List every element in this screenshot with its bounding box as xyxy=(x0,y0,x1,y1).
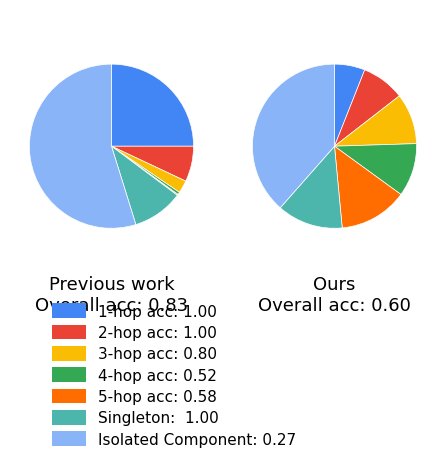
Wedge shape xyxy=(112,147,179,195)
Wedge shape xyxy=(334,71,399,147)
Wedge shape xyxy=(112,147,194,182)
Wedge shape xyxy=(112,147,186,193)
Wedge shape xyxy=(112,65,194,147)
Text: Previous work
Overall acc: 0.83: Previous work Overall acc: 0.83 xyxy=(35,275,188,314)
Wedge shape xyxy=(280,147,342,229)
Wedge shape xyxy=(334,65,365,147)
Wedge shape xyxy=(334,147,401,229)
Wedge shape xyxy=(29,65,136,229)
Text: Ours
Overall acc: 0.60: Ours Overall acc: 0.60 xyxy=(258,275,411,314)
Wedge shape xyxy=(334,144,417,195)
Wedge shape xyxy=(112,147,178,196)
Legend: 1-hop acc: 1.00, 2-hop acc: 1.00, 3-hop acc: 0.80, 4-hop acc: 0.52, 5-hop acc: 0: 1-hop acc: 1.00, 2-hop acc: 1.00, 3-hop … xyxy=(52,303,296,447)
Wedge shape xyxy=(334,97,417,147)
Wedge shape xyxy=(112,147,177,225)
Wedge shape xyxy=(252,65,334,208)
